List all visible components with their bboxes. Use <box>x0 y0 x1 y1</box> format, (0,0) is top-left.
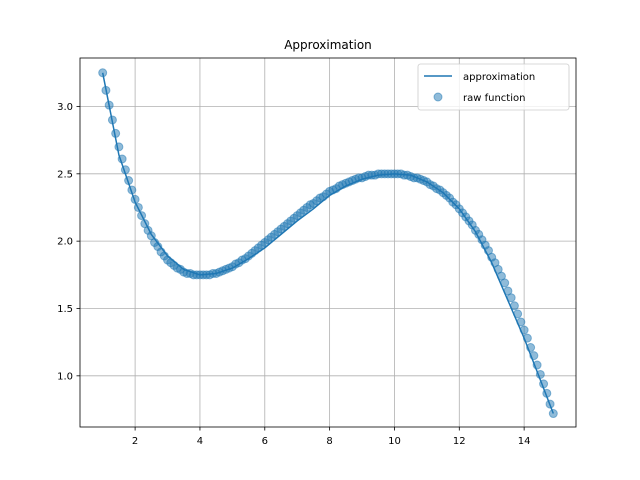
scatter-point <box>542 388 552 398</box>
scatter-point <box>133 202 143 212</box>
x-tick-label: 6 <box>262 436 268 447</box>
legend-marker-swatch <box>433 92 443 102</box>
scatter-point <box>529 351 539 361</box>
x-tick-label: 8 <box>326 436 332 447</box>
legend-label-raw-function: raw function <box>463 93 525 104</box>
scatter-point <box>127 185 137 195</box>
y-tick-label: 1.0 <box>57 371 73 382</box>
scatter-point <box>548 409 558 419</box>
scatter-point <box>535 369 545 379</box>
x-tick-label: 14 <box>518 436 531 447</box>
y-tick-label: 2.0 <box>57 237 73 248</box>
scatter-point <box>120 165 130 175</box>
scatter-point <box>545 399 555 409</box>
scatter-point <box>516 317 526 327</box>
scatter-point <box>509 301 519 311</box>
legend-box <box>417 63 570 111</box>
scatter-point <box>117 154 127 164</box>
series-layer <box>98 68 558 419</box>
scatter-point <box>526 343 536 353</box>
ticks: 2 4 6 8 10 12 14 1.0 1.5 2.0 2.5 3.0 <box>57 102 530 447</box>
y-tick-label: 2.5 <box>57 169 73 180</box>
scatter-point <box>104 100 114 110</box>
x-tick-label: 2 <box>132 436 138 447</box>
legend: approximation raw function <box>417 63 570 111</box>
scatter-point <box>506 293 516 303</box>
scatter-point <box>111 128 121 138</box>
scatter-point <box>519 325 529 335</box>
x-tick-label: 10 <box>388 436 401 447</box>
scatter-point <box>101 85 111 95</box>
y-tick-label: 3.0 <box>57 102 73 113</box>
scatter-point <box>500 278 510 288</box>
scatter-point <box>98 68 108 78</box>
scatter-point <box>539 379 549 389</box>
scatter-point <box>124 176 134 186</box>
scatter-point <box>532 360 542 370</box>
y-tick-label: 1.5 <box>57 304 73 315</box>
scatter-point <box>137 211 147 221</box>
scatter-point <box>522 333 532 343</box>
axes-frame <box>79 57 577 428</box>
scatter-point <box>513 309 523 319</box>
x-tick-label: 12 <box>453 436 466 447</box>
scatter-point <box>114 142 124 152</box>
chart-title: Approximation <box>284 38 372 52</box>
scatter-point <box>130 194 140 204</box>
legend-label-approximation: approximation <box>463 72 535 83</box>
x-tick-label: 4 <box>197 436 203 447</box>
scatter-point <box>107 115 117 125</box>
